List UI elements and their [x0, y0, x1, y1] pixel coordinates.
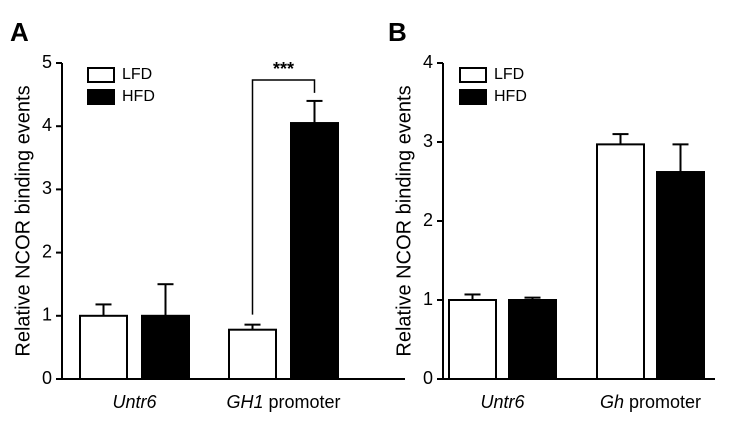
significance-label: ***: [273, 59, 294, 79]
legend-label: LFD: [122, 66, 152, 83]
y-tick-label: 2: [423, 210, 433, 230]
y-tick-label: 0: [42, 368, 52, 388]
x-tick-label: GH1 promoter: [226, 392, 340, 412]
x-tick-label: Untr6: [480, 392, 525, 412]
legend-swatch: [459, 89, 487, 105]
bar: [79, 314, 128, 380]
bar: [448, 299, 497, 380]
y-tick-label: 0: [423, 368, 433, 388]
bar: [656, 171, 705, 380]
bar: [596, 143, 645, 380]
legend-label: HFD: [122, 88, 155, 105]
y-tick-label: 2: [42, 241, 52, 261]
bar: [141, 314, 190, 380]
y-tick-label: 3: [42, 178, 52, 198]
legend-label: HFD: [494, 88, 527, 105]
y-tick-label: 3: [423, 131, 433, 151]
legend-swatch: [87, 89, 115, 105]
y-axis-label: Relative NCOR binding events: [12, 85, 34, 356]
x-tick-label: Untr6: [112, 392, 157, 412]
bar: [508, 299, 557, 380]
x-tick-label: Gh promoter: [600, 392, 701, 412]
y-tick-label: 5: [42, 52, 52, 72]
panel-label: A: [10, 17, 29, 47]
y-tick-label: 4: [423, 52, 433, 72]
panel-label: B: [388, 17, 407, 47]
y-tick-label: 1: [42, 305, 52, 325]
significance-bracket: [251, 79, 316, 315]
legend-swatch: [459, 67, 487, 83]
legend-label: LFD: [494, 66, 524, 83]
legend-swatch: [87, 67, 115, 83]
y-tick-label: 4: [42, 115, 52, 135]
bar: [290, 122, 339, 381]
bar: [228, 328, 277, 381]
y-tick-label: 1: [423, 289, 433, 309]
y-axis-label: Relative NCOR binding events: [393, 85, 415, 356]
